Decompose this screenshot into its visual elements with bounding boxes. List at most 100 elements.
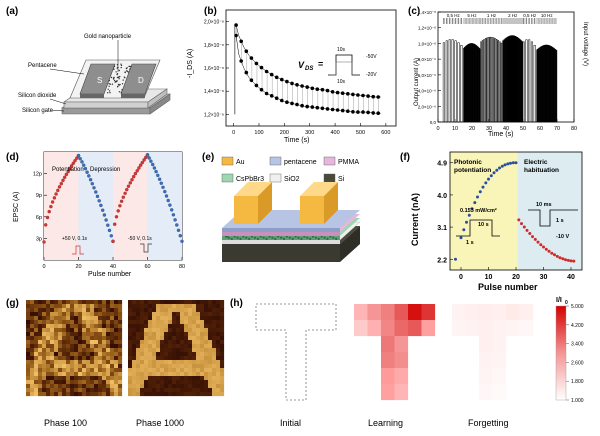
panel-b-point-high [325, 88, 330, 93]
heat-pixel [188, 348, 193, 353]
heat-pixel [106, 384, 111, 389]
heat-pixel [62, 348, 67, 353]
heat-pixel [38, 380, 43, 385]
panel-d-potentiation-point [54, 192, 58, 196]
heat-pixel [160, 348, 165, 353]
heat-pixel [38, 324, 43, 329]
heat-pixel [54, 316, 59, 321]
panel-b-ytick-label: 1,8×10⁻⁸ [204, 43, 224, 49]
panel-b-xlabel: Time (s) [284, 137, 309, 144]
panel-c-voltage-pulse [497, 18, 499, 24]
heat-pixel [208, 332, 213, 337]
heat-pixel [180, 368, 185, 373]
heat-pixel [102, 324, 107, 329]
heat-pixel [216, 316, 221, 321]
cspbbr3-grain [236, 236, 239, 239]
gold-nanoparticle [120, 63, 122, 65]
heat-pixel [196, 352, 201, 357]
panel-b-point-high [280, 77, 284, 82]
panel-c-voltage-pulse [512, 18, 514, 24]
heat-pixel [136, 300, 141, 305]
panel-d-potentiation-point [135, 169, 139, 173]
heat-pixel [86, 376, 91, 381]
gold-nanoparticle [117, 76, 120, 78]
heat-pixel [172, 324, 177, 329]
panel-b-point-low [315, 105, 320, 110]
heat-pixel [82, 356, 87, 361]
electric-point [561, 257, 565, 261]
heat-pixel [208, 336, 213, 341]
heat-pixel [50, 356, 55, 361]
heat-pixel [200, 308, 205, 313]
heat-pixel [102, 308, 107, 313]
heat-pixel [74, 336, 79, 341]
heat-pixel [140, 352, 145, 357]
heat-pixel [50, 324, 55, 329]
heat-pixel [54, 384, 59, 389]
heat-pixel [26, 364, 31, 369]
heatmap-cell [479, 352, 493, 369]
panel-d-depression-point [175, 223, 179, 227]
phase-100-image [26, 300, 123, 397]
heat-pixel [152, 356, 157, 361]
forgetting-caption: Forgetting [468, 418, 509, 428]
heat-pixel [34, 328, 39, 333]
electric-point [539, 243, 543, 247]
panel-c-voltage-pulse [507, 18, 509, 24]
light-off-time: 1 s [466, 240, 474, 246]
panel-d-depression-point [147, 156, 151, 160]
panel-c-voltage-pulse [513, 18, 515, 24]
heat-pixel [152, 352, 157, 357]
heat-pixel [94, 316, 99, 321]
photonic-point [498, 166, 501, 170]
heat-pixel [160, 364, 165, 369]
heat-pixel [136, 308, 141, 313]
heat-pixel [66, 372, 71, 377]
gold-nanoparticle [117, 85, 119, 88]
colorbar-tick-label: 4.200 [571, 323, 584, 329]
panel-d-xtick-label: 60 [144, 264, 150, 270]
heat-pixel [98, 380, 103, 385]
heat-pixel [54, 324, 59, 329]
heat-pixel [208, 360, 213, 365]
heat-pixel [78, 308, 83, 313]
heat-pixel [34, 304, 39, 309]
heat-pixel [216, 356, 221, 361]
heat-pixel [50, 316, 55, 321]
panel-b-xtick-label: 400 [331, 130, 340, 136]
heat-pixel [128, 364, 133, 369]
heat-pixel [54, 320, 59, 325]
heat-pixel [90, 384, 95, 389]
gold-nanoparticle [124, 77, 126, 79]
heat-pixel [216, 364, 221, 369]
heat-pixel [220, 360, 225, 365]
heat-pixel [184, 336, 189, 341]
panel-d-potentiation-point [50, 200, 55, 204]
heat-pixel [136, 392, 141, 397]
heat-pixel [216, 300, 221, 305]
heat-pixel [140, 360, 145, 365]
gold-nanoparticle [108, 90, 111, 92]
heat-pixel [204, 356, 209, 361]
heat-pixel [74, 388, 79, 393]
panel-c-frequency-labels: 0,5 Hz 5 Hz 1 Hz 2 Hz 0,5 Hz 10 Hz [447, 13, 554, 18]
heat-pixel [46, 336, 51, 341]
heat-pixel [66, 328, 71, 333]
panel-d-depression-point [161, 185, 165, 189]
heat-pixel [212, 320, 217, 325]
panel-d-xtick-label: 0 [42, 264, 45, 270]
heat-pixel [212, 372, 217, 377]
panel-d-depression-point [163, 189, 167, 194]
heat-pixel [98, 356, 103, 361]
panel-c-xtick-label: 80 [571, 126, 577, 132]
heat-pixel [132, 340, 137, 345]
heat-pixel [192, 332, 197, 337]
pentacene-leader [49, 68, 85, 75]
heat-pixel [102, 320, 107, 325]
legend-swatch [323, 173, 336, 183]
heat-pixel [94, 388, 99, 393]
heat-pixel [86, 364, 91, 369]
panel-d-depression-point [90, 181, 95, 186]
heat-pixel [74, 360, 79, 365]
